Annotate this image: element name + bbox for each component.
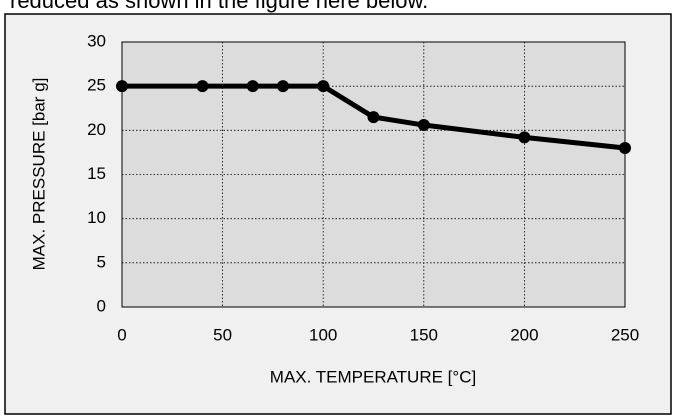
caption: reduced as shown in the figure here belo… <box>10 0 428 13</box>
x-tick-label: 50 <box>213 325 232 344</box>
y-tick-label: 20 <box>87 120 106 139</box>
y-tick-label: 10 <box>87 208 106 227</box>
data-point <box>367 111 380 124</box>
x-tick-label: 100 <box>309 325 337 344</box>
data-point <box>116 80 128 93</box>
x-tick-label: 250 <box>611 325 639 344</box>
x-axis-label: MAX. TEMPERATURE [°C] <box>270 367 476 386</box>
data-point <box>417 119 430 132</box>
y-tick-label: 30 <box>87 31 106 50</box>
y-axis-label: MAX. PRESSURE [bar g] <box>29 78 48 271</box>
data-point <box>276 80 289 93</box>
y-tick-label: 0 <box>97 296 106 315</box>
x-tick-label: 150 <box>410 325 438 344</box>
data-point <box>518 131 531 144</box>
data-point <box>246 80 259 93</box>
y-tick-label: 5 <box>97 252 106 271</box>
y-tick-label: 15 <box>87 164 106 183</box>
data-point <box>619 142 631 154</box>
x-tick-label: 200 <box>510 325 538 344</box>
y-tick-label: 25 <box>87 76 106 95</box>
data-point <box>317 80 330 93</box>
x-tick-label: 0 <box>117 325 126 344</box>
data-point <box>196 80 209 93</box>
